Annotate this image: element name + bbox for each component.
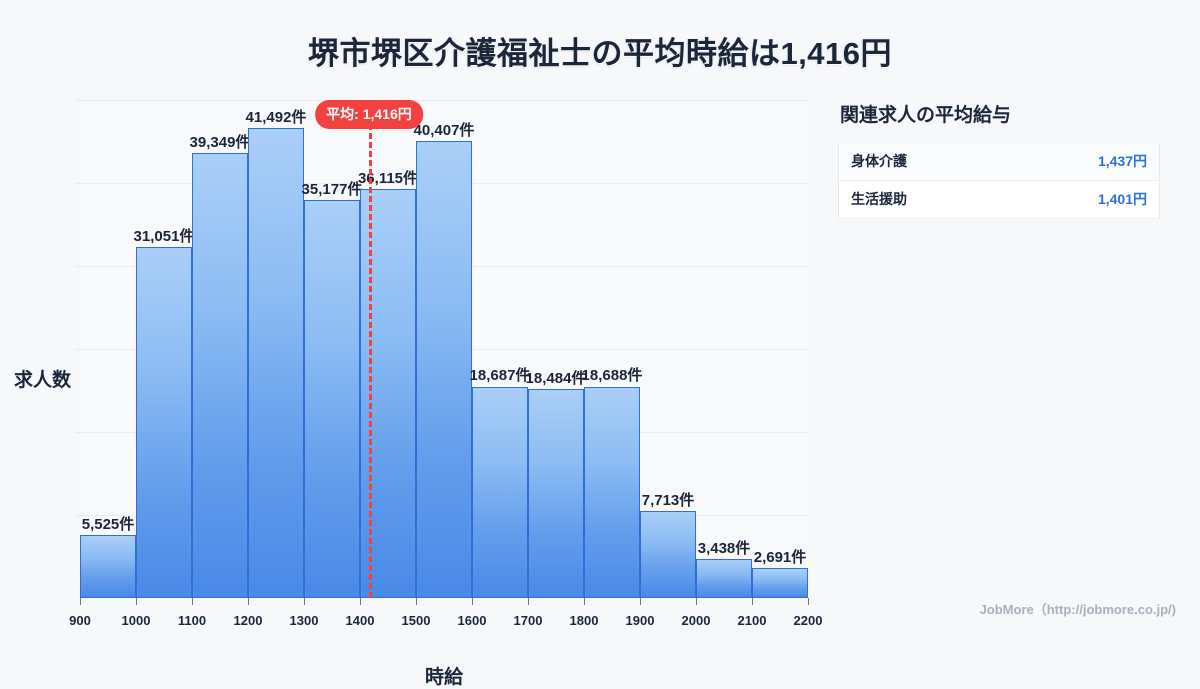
x-tick [640,598,641,605]
x-tick [192,598,193,605]
bar [752,567,808,598]
salary-row-name: 生活援助 [851,191,907,207]
bar-value-label: 18,688件 [581,367,643,385]
average-dashed-line [368,124,372,598]
x-tick [472,598,473,605]
x-tick [808,598,809,605]
x-tick-label: 2100 [737,613,767,628]
x-tick [136,598,137,605]
bar [192,152,248,598]
bar-value-label: 40,407件 [413,121,475,139]
bar [304,199,360,598]
bar [696,559,752,598]
x-tick [248,598,249,605]
x-tick-label: 1600 [457,613,487,628]
x-tick [416,598,417,605]
bar [136,246,192,598]
bar [248,128,304,598]
x-tick-label: 1100 [177,613,207,628]
salary-row-value: 1,437円 [1097,153,1147,169]
bar-value-label: 18,484件 [525,369,587,387]
bar [80,535,136,598]
salary-row-name: 身体介護 [851,153,907,169]
bar-value-label: 18,687件 [469,367,531,385]
x-tick [752,598,753,605]
bar-value-label: 7,713件 [641,491,695,509]
bar-value-label: 39,349件 [189,133,251,151]
related-salary-title: 関連求人の平均給与 [840,105,1012,126]
x-axis-title: 時給 [424,667,463,688]
salary-row: 身体介護 1,437円 [838,143,1160,181]
x-tick [528,598,529,605]
x-tick [304,598,305,605]
bar [416,140,472,598]
x-tick-label: 1500 [401,613,431,628]
related-salary-table: 身体介護 1,437円生活援助 1,401円 [838,143,1160,219]
bar-value-label: 31,051件 [133,227,195,245]
x-tick-label: 1800 [569,613,599,628]
bar [584,386,640,598]
x-tick-label: 1400 [345,613,375,628]
salary-row-value: 1,401円 [1097,191,1147,207]
bar [472,386,528,598]
x-tick-label: 2200 [793,613,823,628]
salary-row: 生活援助 1,401円 [838,180,1160,219]
page-title: 堺市堺区介護福祉士の平均時給は1,416円 [307,36,893,71]
bar [640,510,696,598]
bar-value-label: 3,438件 [697,540,751,558]
bar-value-label: 35,177件 [301,180,363,198]
bar-value-label: 2,691件 [753,548,807,566]
x-tick-label: 1700 [513,613,543,628]
chart-container: 求人数 5,525件 31,051件 39,349件 41,492件 35,177件 36… [0,90,830,688]
bar-value-label: 41,492件 [245,109,307,127]
bar [528,388,584,598]
y-axis-title: 求人数 [14,370,72,391]
bar-series: 5,525件 31,051件 39,349件 41,492件 35,177件 36,115… [80,100,808,598]
x-tick [584,598,585,605]
bar-value-label: 36,115件 [357,170,419,188]
bar-value-label: 5,525件 [81,516,135,534]
plot-area: 5,525件 31,051件 39,349件 41,492件 35,177件 36,115… [69,100,822,628]
x-tick [80,598,81,605]
x-tick-label: 900 [69,613,91,628]
x-tick-label: 1900 [625,613,655,628]
x-tick [360,598,361,605]
average-badge: 平均: 1,416円 [315,100,423,129]
gridline [75,100,808,101]
watermark-footer: JobMore（http://jobmore.co.jp/) [979,602,1176,617]
x-tick-label: 1000 [121,613,151,628]
x-tick-label: 1300 [289,613,319,628]
x-tick [696,598,697,605]
x-tick-label: 2000 [681,613,711,628]
x-tick-label: 1200 [233,613,263,628]
related-salary-panel: 関連求人の平均給与 身体介護 1,437円生活援助 1,401円 [838,100,1168,219]
